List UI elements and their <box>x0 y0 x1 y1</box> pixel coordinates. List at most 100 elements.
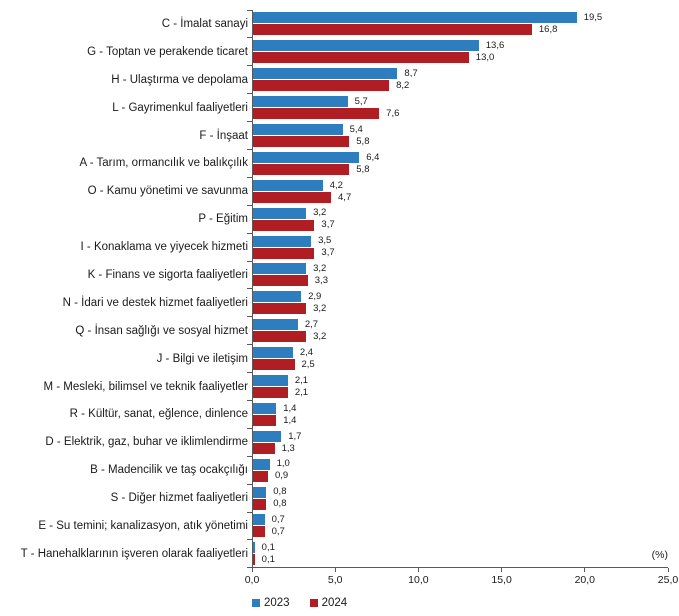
bar-value-label: 3,2 <box>313 263 327 275</box>
bar-line: 19,5 <box>253 12 668 24</box>
bar-2024 <box>253 275 308 287</box>
bar-2024 <box>253 331 307 343</box>
bar-group: 2,7 3,2 <box>247 317 668 346</box>
bar-group: 5,4 5,8 <box>247 122 668 150</box>
category-label: R - Kültür, sanat, eğlence, dinlence <box>69 408 248 421</box>
bar-value-label: 4,2 <box>329 179 343 191</box>
category-label: H - Ulaştırma ve depolama <box>111 73 248 86</box>
bar-value-label: 3,7 <box>321 247 335 259</box>
bar-value-label: 0,8 <box>273 486 287 498</box>
bar-2024 <box>253 303 307 315</box>
category-label: K - Finans ve sigorta faaliyetleri <box>87 268 248 281</box>
bar-value-label: 8,7 <box>404 67 418 79</box>
bar-line: 5,8 <box>253 136 668 147</box>
bar-2023 <box>253 486 267 498</box>
bar-2024 <box>253 442 275 454</box>
bar-2024 <box>253 136 350 147</box>
bar-value-label: 4,7 <box>338 191 352 203</box>
bar-group: 1,0 0,9 <box>247 456 668 485</box>
bar-group: 5,7 7,6 <box>247 94 668 122</box>
bar-value-label: 2,1 <box>294 374 309 386</box>
bar-line: 3,2 <box>253 303 668 315</box>
bar-value-label: 8,2 <box>396 79 410 91</box>
bar-2024 <box>253 526 265 538</box>
bar-2023 <box>253 235 312 247</box>
bar-2023 <box>253 124 343 135</box>
x-axis-tick-label: 5,0 <box>327 574 343 586</box>
bar-2024 <box>253 52 469 64</box>
bar-2023 <box>253 40 479 52</box>
bar-group: 6,4 5,8 <box>247 149 668 178</box>
legend-label-2024: 2024 <box>321 597 348 609</box>
x-axis-tick <box>417 568 419 572</box>
x-axis-tick-label: 10,0 <box>408 574 429 586</box>
category-label: S - Diğer hizmet faaliyetleri <box>110 492 248 505</box>
bar-line: 1,4 <box>253 414 668 426</box>
bar-line: 3,7 <box>253 247 668 259</box>
bar-value-label: 1,7 <box>288 430 302 442</box>
category-label: M - Mesleki, bilimsel ve teknik faaliyet… <box>43 380 248 393</box>
x-axis: 0,0 5,0 10,0 15,0 20,0 25,0 <box>245 568 678 590</box>
bar-line: 3,7 <box>253 219 668 231</box>
category-label: A - Tarım, ormancılık ve balıkçılık <box>79 157 248 170</box>
bar-line: 0,1 <box>253 554 668 566</box>
bar-value-label: 0,7 <box>271 526 285 538</box>
bar-value-label: 0,7 <box>271 514 285 526</box>
category-label: J - Bilgi ve iletişim <box>156 352 248 365</box>
bar-line: 1,0 <box>253 458 668 470</box>
bar-value-label: 2,5 <box>301 358 315 370</box>
category-label: E - Su temini; kanalizasyon, atık yöneti… <box>38 519 248 532</box>
bar-group: 3,2 3,7 <box>247 205 668 234</box>
category-label: G - Toptan ve perakende ticaret <box>87 45 248 58</box>
bar-2024 <box>253 80 390 92</box>
bar-line: 0,8 <box>253 498 668 510</box>
bar-2024 <box>253 470 268 482</box>
bar-line: 3,2 <box>253 207 668 219</box>
bar-line: 0,7 <box>253 526 668 538</box>
bar-line: 4,7 <box>253 191 668 203</box>
category-labels: C - İmalat sanayi G - Toptan ve perakende… <box>0 10 248 568</box>
bar-value-label: 3,5 <box>318 235 332 247</box>
bar-line: 2,4 <box>253 346 668 359</box>
bar-2023 <box>253 514 265 526</box>
bar-value-label: 3,2 <box>313 330 327 342</box>
legend-item-2023: 2023 <box>252 597 290 609</box>
bar-group: 2,9 3,2 <box>247 289 668 318</box>
bar-2023 <box>253 347 293 359</box>
bar-value-label: 19,5 <box>583 12 603 24</box>
bar-group: 13,6 13,0 <box>247 38 668 67</box>
bar-value-label: 2,4 <box>299 346 314 358</box>
category-label: N - İdari ve destek hizmet faaliyetleri <box>62 296 248 309</box>
x-axis-tick-label: 0,0 <box>244 574 260 586</box>
plot-area: 19,5 16,8 13,6 13,0 8,7 8,2 5,7 7,6 5,4 5,8 6,4 5,8… <box>247 9 668 569</box>
bar-value-label: 7,6 <box>386 107 400 119</box>
bar-value-label: 3,7 <box>321 219 335 231</box>
x-axis-tick <box>667 568 669 572</box>
plot-rows: 19,5 16,8 13,6 13,0 8,7 8,2 5,7 7,6 5,4 5,8 6,4 5,8… <box>247 9 668 569</box>
bar-line: 6,4 <box>253 151 668 163</box>
bar-2023 <box>253 458 270 470</box>
bar-group: 19,5 16,8 <box>247 9 668 39</box>
bar-value-label: 0,1 <box>261 554 275 566</box>
bar-2024 <box>253 414 277 426</box>
bar-line: 2,5 <box>253 358 668 371</box>
bar-2023 <box>253 207 307 219</box>
bar-value-label: 5,8 <box>356 163 370 175</box>
bar-value-label: 0,8 <box>273 498 287 510</box>
category-label: B - Madencilik ve taş ocakçılığı <box>90 464 248 477</box>
bar-value-label: 3,2 <box>313 303 327 315</box>
bar-line: 2,9 <box>253 291 668 303</box>
bar-value-label: 3,2 <box>313 207 327 219</box>
bar-line: 13,0 <box>253 52 668 64</box>
bar-group: 3,5 3,7 <box>247 233 668 262</box>
bar-line: 4,2 <box>253 179 668 191</box>
bar-2023 <box>253 402 277 414</box>
bar-group: 2,1 2,1 <box>247 373 668 401</box>
bar-line: 1,3 <box>253 442 668 454</box>
bar-2023 <box>253 542 255 554</box>
bar-2023 <box>253 291 302 303</box>
bar-2023 <box>253 12 577 24</box>
bar-group: 1,7 1,3 <box>247 428 668 457</box>
bar-2024 <box>253 108 380 120</box>
bar-line: 0,9 <box>253 470 668 482</box>
